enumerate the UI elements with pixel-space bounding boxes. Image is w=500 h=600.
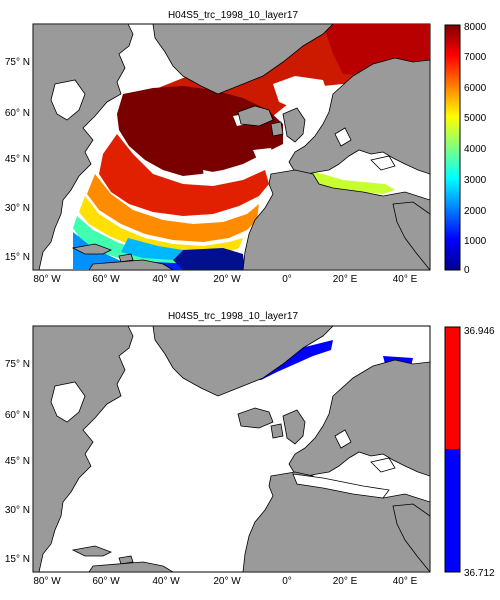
y-tick-30n-p2: 30° N (5, 505, 30, 516)
y-tick-15n-p1: 15° N (5, 252, 30, 263)
cb-tick-2000: 2000 (464, 206, 487, 217)
x-tick-80w-p1: 80° W (33, 274, 61, 285)
panel-1-tracer-field (73, 24, 430, 270)
x-tick-40e-p2: 40° E (393, 576, 418, 587)
cb-tick-1000: 1000 (464, 236, 487, 247)
y-tick-15n-p2: 15° N (5, 554, 30, 565)
cb-tick-6000: 6000 (464, 83, 487, 94)
x-tick-20w-p1: 20° W (213, 274, 241, 285)
cb-tick-8000: 8000 (464, 22, 487, 33)
cb-tick-5000: 5000 (464, 113, 487, 124)
panel-1-title: H04S5_trc_1998_10_layer17 (167, 10, 299, 21)
panel-1-colorbar: 0 1000 2000 3000 4000 5000 6000 7000 800… (444, 22, 487, 276)
x-tick-0-p2: 0° (282, 576, 292, 587)
colorbar-frame (444, 326, 461, 573)
y-tick-75n-p1: 75° N (5, 57, 30, 68)
x-tick-20e-p2: 20° E (333, 576, 358, 587)
y-tick-60n-p2: 60° N (5, 410, 30, 421)
panel-1-axes: 80° W 60° W 40° W 20° W 0° 20° E 40° E 7… (5, 57, 418, 285)
colorbar-blue-segment (445, 449, 460, 572)
cb-tick-3000: 3000 (464, 175, 487, 186)
panel-1-map (32, 23, 431, 271)
x-tick-20e-p1: 20° E (333, 274, 358, 285)
x-tick-80w-p2: 80° W (33, 576, 61, 587)
x-tick-40w-p2: 40° W (152, 576, 180, 587)
panel-2-map (32, 325, 431, 573)
y-tick-30n-p1: 30° N (5, 203, 30, 214)
panel-2-title: H04S5_trc_1998_10_layer17 (167, 311, 299, 322)
cb-tick-7000: 7000 (464, 52, 487, 63)
colorbar-red-segment (445, 327, 460, 449)
x-tick-40e-p1: 40° E (393, 274, 418, 285)
x-tick-0-p1: 0° (282, 274, 292, 285)
colorbar-gradient (444, 24, 461, 271)
cb-tick-0: 0 (464, 265, 470, 276)
y-tick-75n-p2: 75° N (5, 359, 30, 370)
cb-bottom-label: 36.712 (464, 568, 495, 579)
cb-tick-4000: 4000 (464, 144, 487, 155)
panel-2-inland-water (50, 381, 396, 499)
x-tick-60w-p2: 60° W (92, 576, 120, 587)
x-tick-40w-p1: 40° W (152, 274, 180, 285)
cb-top-label: 36.946 (464, 326, 495, 337)
y-tick-60n-p1: 60° N (5, 108, 30, 119)
x-tick-20w-p2: 20° W (213, 576, 241, 587)
panel-2-axes: 80° W 60° W 40° W 20° W 0° 20° E 40° E 7… (5, 359, 418, 587)
y-tick-45n-p1: 45° N (5, 154, 30, 165)
y-tick-45n-p2: 45° N (5, 456, 30, 467)
panel-2-colorbar: 36.946 36.712 (444, 326, 495, 579)
x-tick-60w-p1: 60° W (92, 274, 120, 285)
panel-1-inland-water (50, 79, 396, 171)
